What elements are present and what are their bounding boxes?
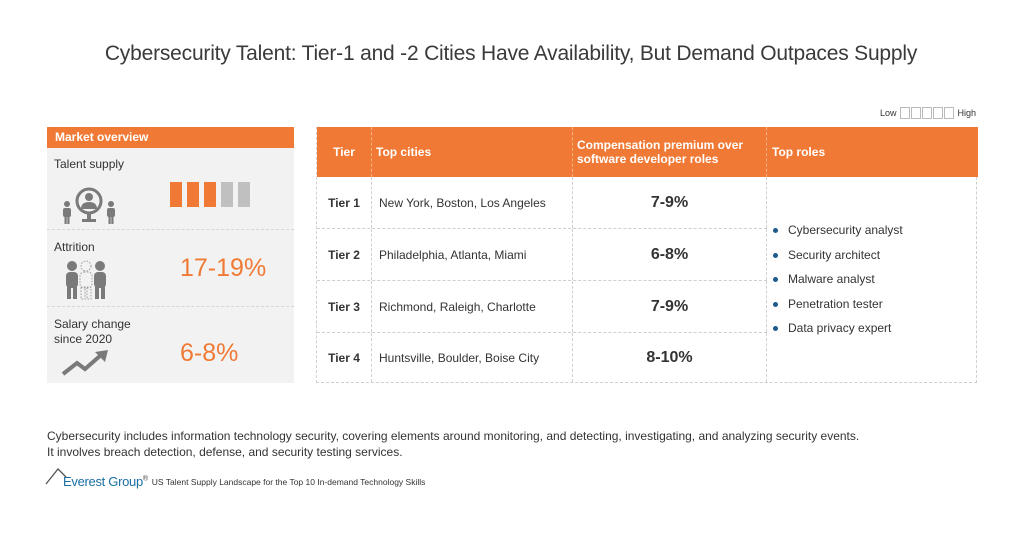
page-title: Cybersecurity Talent: Tier-1 and -2 Citi… (104, 42, 918, 65)
table-row: Tier 4 Huntsville, Boulder, Boise City 8… (317, 333, 767, 382)
rating-bar-filled (170, 182, 182, 207)
legend-box (910, 107, 921, 119)
cities-cell: Philadelphia, Atlanta, Miami (372, 229, 573, 280)
legend-low-label: Low (880, 108, 897, 118)
market-overview-header: Market overview (47, 127, 294, 148)
list-item: Malware analyst (773, 267, 977, 292)
rating-bar-filled (204, 182, 216, 207)
tier-cell: Tier 3 (317, 281, 372, 332)
cities-cell: New York, Boston, Los Angeles (372, 177, 573, 228)
rating-bar-empty (238, 182, 250, 207)
legend-high-label: High (957, 108, 977, 118)
bullet-icon (773, 252, 778, 258)
header-tier: Tier (317, 127, 372, 177)
tier-cell: Tier 1 (317, 177, 372, 228)
legend-box (943, 107, 954, 119)
list-item: Data privacy expert (773, 316, 977, 341)
bullet-icon (773, 277, 778, 282)
talent-search-icon (63, 187, 115, 224)
rating-legend: Low High (880, 107, 976, 119)
salary-change-value: 6-8% (180, 339, 239, 367)
tier-table: Tier Top cities Compensation premium ove… (316, 127, 978, 383)
tier-cell: Tier 4 (317, 333, 372, 382)
talent-supply-rating (170, 182, 250, 207)
header-top-cities: Top cities (372, 127, 573, 177)
attrition-value: 17-19% (180, 254, 267, 282)
talent-supply-section: Talent supply (47, 148, 294, 230)
footer: Everest Group® US Talent Supply Landscap… (45, 467, 425, 489)
attrition-section: Attrition 17-19% (47, 230, 294, 307)
table-row: Tier 1 New York, Boston, Los Angeles 7-9… (317, 177, 767, 229)
header-top-roles: Top roles (772, 145, 826, 159)
rating-bar-empty (221, 182, 233, 207)
bullet-icon (773, 228, 778, 233)
bullet-icon (773, 301, 778, 307)
legend-box (899, 107, 910, 119)
market-overview-panel: Market overview Talent supply Attrition (47, 127, 294, 383)
cities-cell: Huntsville, Boulder, Boise City (372, 333, 573, 382)
header-compensation: Compensation premium over software develo… (573, 127, 767, 177)
trend-up-arrow-icon (61, 350, 108, 376)
premium-cell: 7-9% (573, 177, 767, 228)
table-header: Tier Top cities Compensation premium ove… (317, 127, 978, 177)
bullet-icon (773, 326, 778, 331)
table-row: Tier 2 Philadelphia, Atlanta, Miami 6-8% (317, 229, 767, 281)
attrition-label: Attrition (54, 240, 95, 254)
premium-cell: 8-10% (573, 333, 767, 382)
premium-cell: 7-9% (573, 281, 767, 332)
top-roles-list: Cybersecurity analyst Security architect… (767, 177, 977, 382)
list-item: Penetration tester (773, 292, 977, 317)
list-item: Cybersecurity analyst (773, 218, 977, 243)
salary-change-section: Salary change since 2020 6-8% (47, 307, 294, 383)
cities-cell: Richmond, Raleigh, Charlotte (372, 281, 573, 332)
people-attrition-icon (66, 260, 106, 300)
tier-cell: Tier 2 (317, 229, 372, 280)
description: Cybersecurity includes information techn… (47, 429, 860, 459)
salary-change-label: Salary change since 2020 (54, 317, 131, 346)
legend-box (932, 107, 943, 119)
table-row: Tier 3 Richmond, Raleigh, Charlotte 7-9% (317, 281, 767, 333)
footer-source: US Talent Supply Landscape for the Top 1… (151, 477, 426, 487)
legend-box (921, 107, 932, 119)
rating-bar-filled (187, 182, 199, 207)
everest-mountain-logo-icon (45, 468, 67, 485)
brand-name: Everest Group® (63, 474, 148, 489)
premium-cell: 6-8% (573, 229, 767, 280)
list-item: Security architect (773, 243, 977, 268)
talent-supply-label: Talent supply (54, 157, 125, 171)
legend-boxes (899, 107, 955, 119)
